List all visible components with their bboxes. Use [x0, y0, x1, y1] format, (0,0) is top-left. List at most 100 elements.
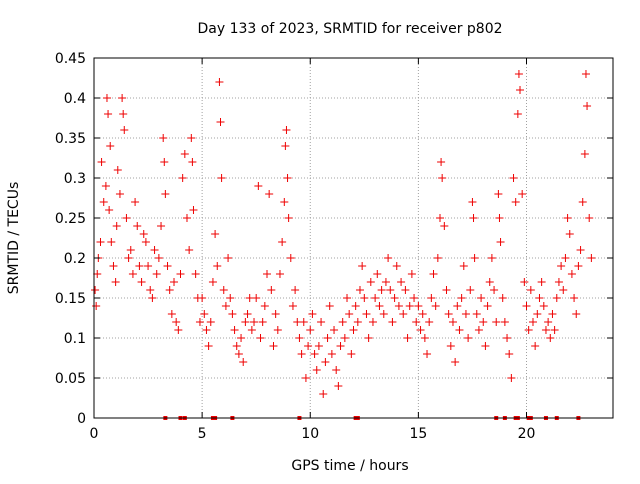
- data-point: [524, 326, 533, 334]
- data-point: [273, 326, 282, 334]
- data-point: [267, 286, 276, 294]
- data-point: [97, 158, 106, 166]
- data-point: [154, 254, 163, 262]
- data-point: [160, 158, 169, 166]
- data-point: [535, 294, 544, 302]
- data-point: [552, 294, 561, 302]
- data-point: [585, 214, 594, 222]
- data-point: [541, 326, 550, 334]
- data-point: [317, 318, 326, 326]
- data-point: [284, 214, 293, 222]
- data-point: [332, 366, 341, 374]
- data-point: [295, 334, 304, 342]
- data-point: [448, 318, 457, 326]
- data-point: [368, 318, 377, 326]
- data-point: [429, 270, 438, 278]
- data-point: [96, 238, 105, 246]
- data-point: [243, 310, 252, 318]
- data-point: [375, 302, 384, 310]
- data-point: [336, 342, 345, 350]
- data-point: [470, 254, 479, 262]
- data-point: [477, 294, 486, 302]
- data-point: [427, 294, 436, 302]
- data-point: [202, 326, 211, 334]
- data-point: [304, 342, 313, 350]
- data-point: [327, 350, 336, 358]
- data-point: [137, 278, 146, 286]
- data-point: [528, 318, 537, 326]
- data-point: [498, 294, 507, 302]
- data-point: [144, 262, 153, 270]
- data-point: [485, 278, 494, 286]
- data-point: [206, 318, 215, 326]
- data-point: [554, 278, 563, 286]
- data-point: [343, 294, 352, 302]
- data-point: [195, 318, 204, 326]
- data-point: [250, 318, 259, 326]
- data-point: [466, 286, 475, 294]
- data-point: [340, 334, 349, 342]
- y-tick-label: 0.15: [55, 291, 86, 307]
- data-point: [433, 254, 442, 262]
- x-axis-label: GPS time / hours: [291, 458, 408, 474]
- chart-title: Day 133 of 2023, SRMTID for receiver p80…: [197, 21, 502, 37]
- data-point: [219, 286, 228, 294]
- data-point: [131, 198, 140, 206]
- data-point: [487, 254, 496, 262]
- grid: [94, 58, 613, 418]
- data-point: [544, 318, 553, 326]
- data-point: [281, 142, 290, 150]
- data-point: [208, 278, 217, 286]
- data-point: [513, 110, 522, 118]
- data-point: [495, 214, 504, 222]
- data-point: [570, 294, 579, 302]
- data-point: [172, 318, 181, 326]
- data-points: [91, 70, 596, 398]
- data-point: [269, 342, 278, 350]
- data-point: [115, 190, 124, 198]
- data-point: [135, 262, 144, 270]
- data-point: [574, 262, 583, 270]
- data-point: [126, 246, 135, 254]
- data-point: [371, 294, 380, 302]
- y-tick-label: 0.35: [55, 131, 86, 147]
- data-point: [412, 318, 421, 326]
- data-point: [407, 270, 416, 278]
- data-point: [146, 286, 155, 294]
- data-point: [92, 302, 101, 310]
- data-point: [557, 262, 566, 270]
- data-point: [91, 286, 100, 294]
- data-point: [306, 326, 315, 334]
- data-point: [215, 78, 224, 86]
- data-point: [314, 342, 323, 350]
- data-point: [325, 302, 334, 310]
- data-point: [188, 158, 197, 166]
- y-tick-label: 0.4: [64, 91, 86, 107]
- data-point: [109, 262, 118, 270]
- data-point: [280, 198, 289, 206]
- axis-ticks: [93, 57, 613, 419]
- data-point: [170, 278, 179, 286]
- y-tick-label: 0.25: [55, 211, 86, 227]
- data-point: [191, 270, 200, 278]
- y-tick-label: 0.45: [55, 51, 86, 67]
- data-point: [399, 310, 408, 318]
- data-point: [392, 262, 401, 270]
- data-point: [394, 302, 403, 310]
- data-point: [533, 310, 542, 318]
- data-point: [119, 110, 128, 118]
- data-point: [423, 350, 432, 358]
- data-point: [282, 126, 291, 134]
- data-point: [576, 246, 585, 254]
- data-point: [323, 334, 332, 342]
- data-point: [232, 342, 241, 350]
- data-point: [265, 190, 274, 198]
- data-point: [563, 214, 572, 222]
- data-point: [461, 310, 470, 318]
- data-point: [99, 198, 108, 206]
- data-point: [104, 110, 113, 118]
- data-point: [221, 302, 230, 310]
- data-point: [355, 286, 364, 294]
- data-point: [353, 318, 362, 326]
